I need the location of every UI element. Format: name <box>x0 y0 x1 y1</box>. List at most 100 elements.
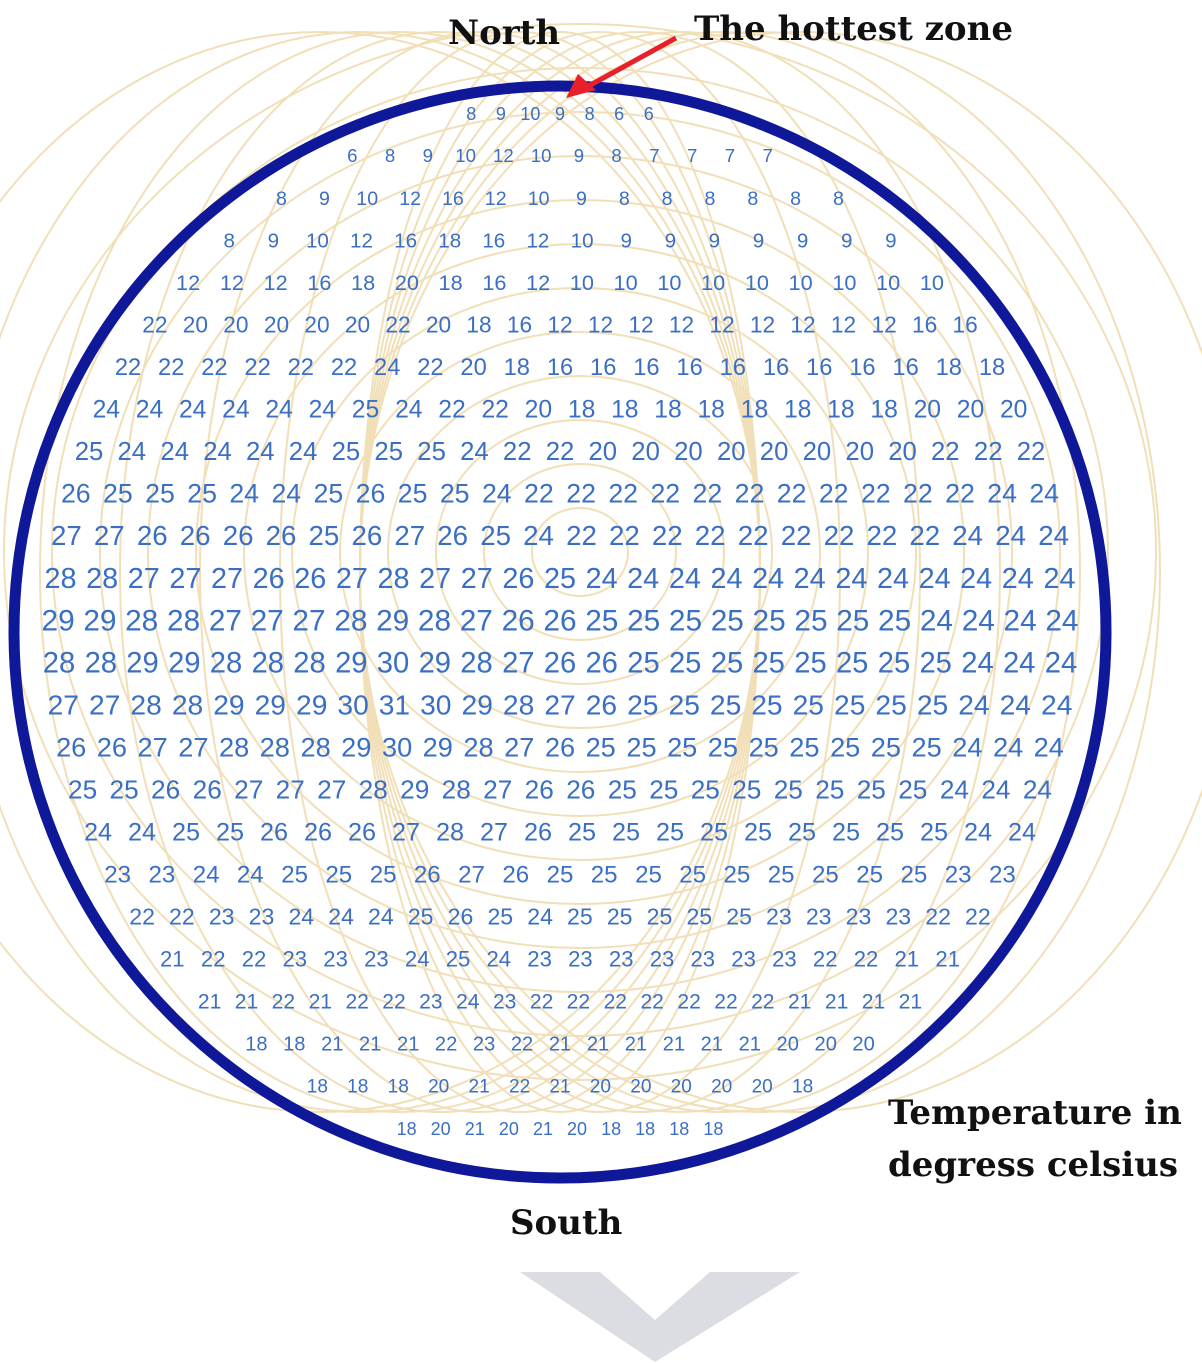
temperature-value: 21 <box>533 1119 553 1139</box>
temperature-value: 18 <box>245 1034 267 1056</box>
temperature-value: 25 <box>480 520 511 551</box>
temperature-value: 29 <box>83 604 116 637</box>
temperature-value: 27 <box>292 604 325 637</box>
temperature-value: 26 <box>137 520 168 551</box>
temperature-value: 12 <box>547 312 572 338</box>
temperature-value: 8 <box>223 229 234 252</box>
temperature-value: 27 <box>128 563 160 595</box>
temperature-value: 23 <box>989 862 1016 889</box>
temperature-value: 18 <box>504 355 530 381</box>
temperature-value: 24 <box>993 732 1023 763</box>
temperature-value: 25 <box>398 479 428 509</box>
temperature-value: 26 <box>61 479 91 509</box>
temperature-value: 24 <box>374 355 400 381</box>
temperature-value: 18 <box>307 1077 328 1098</box>
temperature-value: 25 <box>669 648 701 680</box>
temperature-value: 22 <box>903 479 933 509</box>
temperature-value: 24 <box>136 397 163 424</box>
temperature-value: 24 <box>752 563 784 595</box>
temperature-value: 22 <box>650 479 680 509</box>
temperature-value: 22 <box>604 991 627 1014</box>
temperature-value: 12 <box>831 312 856 338</box>
temperature-value: 24 <box>229 479 259 509</box>
temperature-value: 27 <box>336 563 368 595</box>
temperature-value: 25 <box>669 604 702 637</box>
temperature-value: 25 <box>607 904 633 930</box>
temperature-value: 25 <box>187 479 217 509</box>
temperature-value: 25 <box>751 689 782 721</box>
temperature-value: 18 <box>568 397 595 424</box>
temperature-value: 20 <box>395 270 419 295</box>
temperature-value: 26 <box>56 732 86 763</box>
temperature-value: 25 <box>788 819 816 847</box>
temperature-value: 23 <box>249 904 275 930</box>
hottest-zone-label: The hottest zone <box>694 9 1013 49</box>
temperature-value: 20 <box>567 1119 587 1139</box>
temperature-value: 24 <box>1034 732 1064 763</box>
caption-line: Temperature in <box>888 1093 1182 1133</box>
temperature-value: 12 <box>220 270 244 295</box>
temperature-value: 18 <box>870 397 897 424</box>
temperature-value: 8 <box>833 188 844 210</box>
temperature-value: 22 <box>735 479 765 509</box>
temperature-value: 16 <box>482 229 505 252</box>
temperature-value: 6 <box>644 104 654 124</box>
temperature-value: 22 <box>974 438 1003 466</box>
temperature-value: 20 <box>426 312 451 338</box>
temperature-value: 22 <box>652 520 683 551</box>
temperature-value: 25 <box>585 604 618 637</box>
temperature-value: 26 <box>266 520 297 551</box>
temperature-value: 22 <box>142 312 167 338</box>
temperature-value: 25 <box>871 732 901 763</box>
temperature-value: 12 <box>871 312 896 338</box>
temperature-value: 20 <box>631 438 660 466</box>
temperature-value: 27 <box>48 689 79 721</box>
temperature-value: 29 <box>341 732 371 763</box>
temperature-value: 22 <box>288 355 314 381</box>
temperature-value: 18 <box>397 1119 417 1139</box>
temperature-value: 8 <box>466 104 476 124</box>
caption-line: degress celsius <box>888 1145 1178 1185</box>
temperature-value: 25 <box>920 819 948 847</box>
temperature-value: 22 <box>777 479 807 509</box>
temperature-value: 24 <box>128 819 156 847</box>
temperature-value: 25 <box>794 604 827 637</box>
temperature-value: 25 <box>911 732 941 763</box>
temperature-value: 7 <box>687 145 697 166</box>
temperature-value: 25 <box>216 819 244 847</box>
temperature-value: 26 <box>585 648 617 680</box>
temperature-value: 8 <box>611 145 621 166</box>
temperature-value: 16 <box>394 229 417 252</box>
south-label: South <box>510 1203 622 1243</box>
temperature-value: 18 <box>466 312 491 338</box>
temperature-value: 28 <box>460 648 492 680</box>
temperature-value: 27 <box>544 689 575 721</box>
temperature-value: 22 <box>1017 438 1046 466</box>
temperature-value: 25 <box>591 862 618 889</box>
temperature-value: 20 <box>888 438 917 466</box>
temperature-value: 8 <box>619 188 630 210</box>
north-label: North <box>448 13 560 53</box>
temperature-value: 18 <box>283 1034 305 1056</box>
temperature-value: 6 <box>614 104 624 124</box>
temperature-value: 24 <box>1043 563 1075 595</box>
temperature-value: 22 <box>244 355 270 381</box>
temperature-value: 29 <box>423 732 453 763</box>
temperature-value: 27 <box>317 775 346 805</box>
temperature-value: 22 <box>438 397 465 424</box>
temperature-value: 24 <box>586 563 618 595</box>
temperature-value: 29 <box>255 689 286 721</box>
temperature-value: 16 <box>507 312 532 338</box>
temperature-value: 25 <box>627 604 660 637</box>
temperature-value: 22 <box>158 355 184 381</box>
temperature-value: 20 <box>803 438 832 466</box>
temperature-value: 18 <box>351 270 375 295</box>
temperature-value: 18 <box>388 1077 409 1098</box>
temperature-value: 10 <box>614 270 638 295</box>
temperature-value: 23 <box>473 1034 495 1056</box>
temperature-value: 27 <box>461 563 493 595</box>
temperature-value: 20 <box>428 1077 449 1098</box>
temperature-value: 18 <box>635 1119 655 1139</box>
temperature-grid: 8910986668910121098777789101216121098888… <box>42 104 1079 1139</box>
temperature-value: 10 <box>701 270 725 295</box>
